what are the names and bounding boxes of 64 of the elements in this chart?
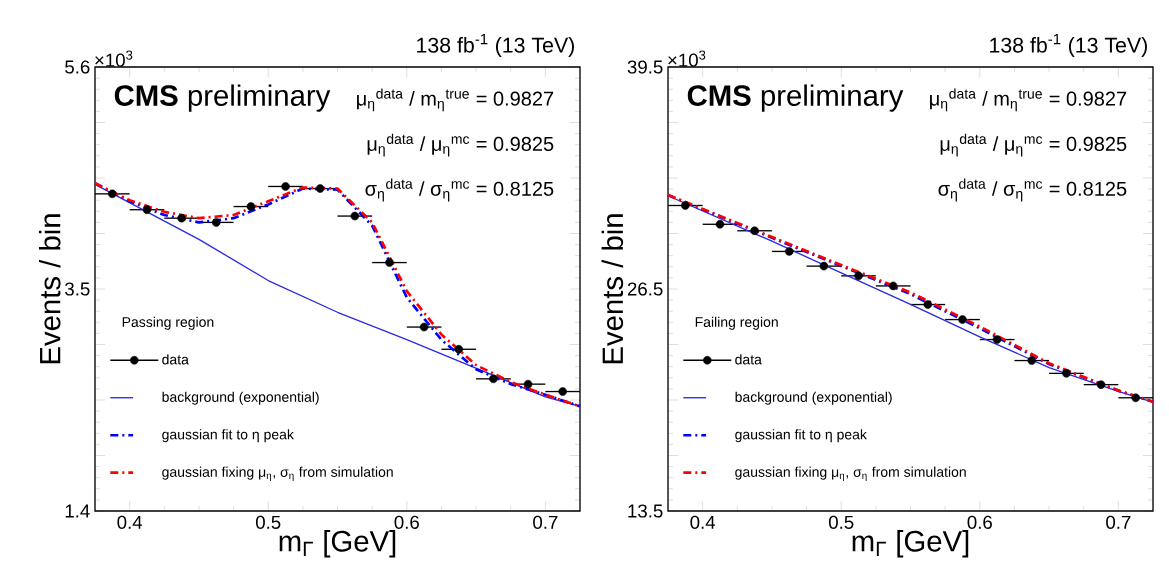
point bbox=[854, 271, 863, 281]
y-axis-title: Events / bin bbox=[601, 214, 624, 364]
chart-title: 138 fb$^{-1}$ (13 TeV) bbox=[417, 33, 574, 57]
point bbox=[419, 322, 429, 332]
point bbox=[454, 344, 464, 354]
point bbox=[1027, 356, 1037, 365]
x-tick-label: 0.5 bbox=[828, 515, 854, 529]
point bbox=[211, 218, 221, 227]
point bbox=[715, 220, 725, 229]
legend-label: background (exponential) bbox=[162, 391, 319, 405]
legend-label: data bbox=[162, 354, 189, 365]
point bbox=[1096, 380, 1106, 389]
point bbox=[350, 211, 360, 221]
x-tick-label: 0.4 bbox=[690, 515, 716, 529]
legend-label: gaussian fit to η peak bbox=[162, 429, 294, 443]
x-tick-label: 0.7 bbox=[533, 515, 558, 529]
annotation: μ$_{η}$$^{data}$ / μ$_{η}$$^{mc}$ = 0.9825 bbox=[940, 133, 1127, 157]
point bbox=[142, 205, 152, 214]
annotation: σ$_{η}$$^{data}$ / σ$_{η}$$^{mc}$ = 0.8125 bbox=[365, 178, 554, 202]
text: ×10$^{3}$ bbox=[95, 50, 133, 67]
y-tick-label: 39.5 bbox=[627, 60, 663, 74]
x-tick-label: 0.4 bbox=[117, 515, 143, 529]
point bbox=[1131, 393, 1140, 403]
point bbox=[558, 387, 567, 396]
x-tick-label: 0.6 bbox=[967, 515, 992, 529]
legend-label: gaussian fixing μ$_{η}$, σ$_{η}$ from simulation bbox=[162, 466, 393, 481]
x-tick-label: 0.7 bbox=[1106, 515, 1131, 529]
legend-label: gaussian fit to η peak bbox=[735, 429, 867, 443]
annotation: CMS preliminary bbox=[114, 84, 331, 112]
legend-title: Failing region bbox=[695, 316, 778, 330]
y-tick-label: 5.6 bbox=[65, 60, 90, 74]
point bbox=[992, 335, 1002, 344]
annotation: μ$_{η}$$^{data}$ / m$_{η}$$^{true}$ = 0.9827 bbox=[930, 88, 1127, 112]
x-axis-title: m$_{Γ}$ [GeV] bbox=[852, 530, 969, 558]
point bbox=[246, 202, 256, 211]
point bbox=[888, 281, 898, 291]
point bbox=[923, 300, 933, 309]
point bbox=[108, 189, 117, 199]
point bbox=[177, 213, 186, 223]
annotation: μ$_{η}$$^{data}$ / μ$_{η}$$^{mc}$ = 0.9825 bbox=[367, 133, 554, 157]
point bbox=[489, 374, 498, 384]
legend-title: Passing region bbox=[122, 316, 214, 330]
x-axis-title: m$_{Γ}$ [GeV] bbox=[279, 530, 396, 558]
point bbox=[523, 379, 533, 389]
point bbox=[750, 226, 759, 236]
legend-label: data bbox=[735, 354, 762, 365]
text: ×10$^{3}$ bbox=[668, 50, 706, 67]
legend-label: gaussian fixing μ$_{η}$, σ$_{η}$ from simulation bbox=[735, 466, 966, 481]
y-tick-label: 3.5 bbox=[65, 282, 90, 296]
point bbox=[784, 247, 794, 256]
y-tick-label: 1.4 bbox=[65, 504, 90, 518]
point bbox=[681, 201, 690, 210]
y-tick-label: 26.5 bbox=[627, 282, 663, 296]
point bbox=[819, 261, 829, 271]
point bbox=[315, 184, 325, 193]
x-tick-label: 0.5 bbox=[255, 515, 281, 529]
legend-label: background (exponential) bbox=[735, 391, 892, 405]
y-tick-label: 13.5 bbox=[628, 504, 663, 518]
annotation: μ$_{η}$$^{data}$ / m$_{η}$$^{true}$ = 0.9827 bbox=[357, 88, 554, 112]
y-axis-title: Events / bin bbox=[38, 214, 61, 364]
annotation: σ$_{η}$$^{data}$ / σ$_{η}$$^{mc}$ = 0.8125 bbox=[938, 178, 1127, 202]
annotation: CMS preliminary bbox=[687, 84, 904, 112]
chart-title: 138 fb$^{-1}$ (13 TeV) bbox=[990, 33, 1147, 57]
x-tick-label: 0.6 bbox=[394, 515, 419, 529]
